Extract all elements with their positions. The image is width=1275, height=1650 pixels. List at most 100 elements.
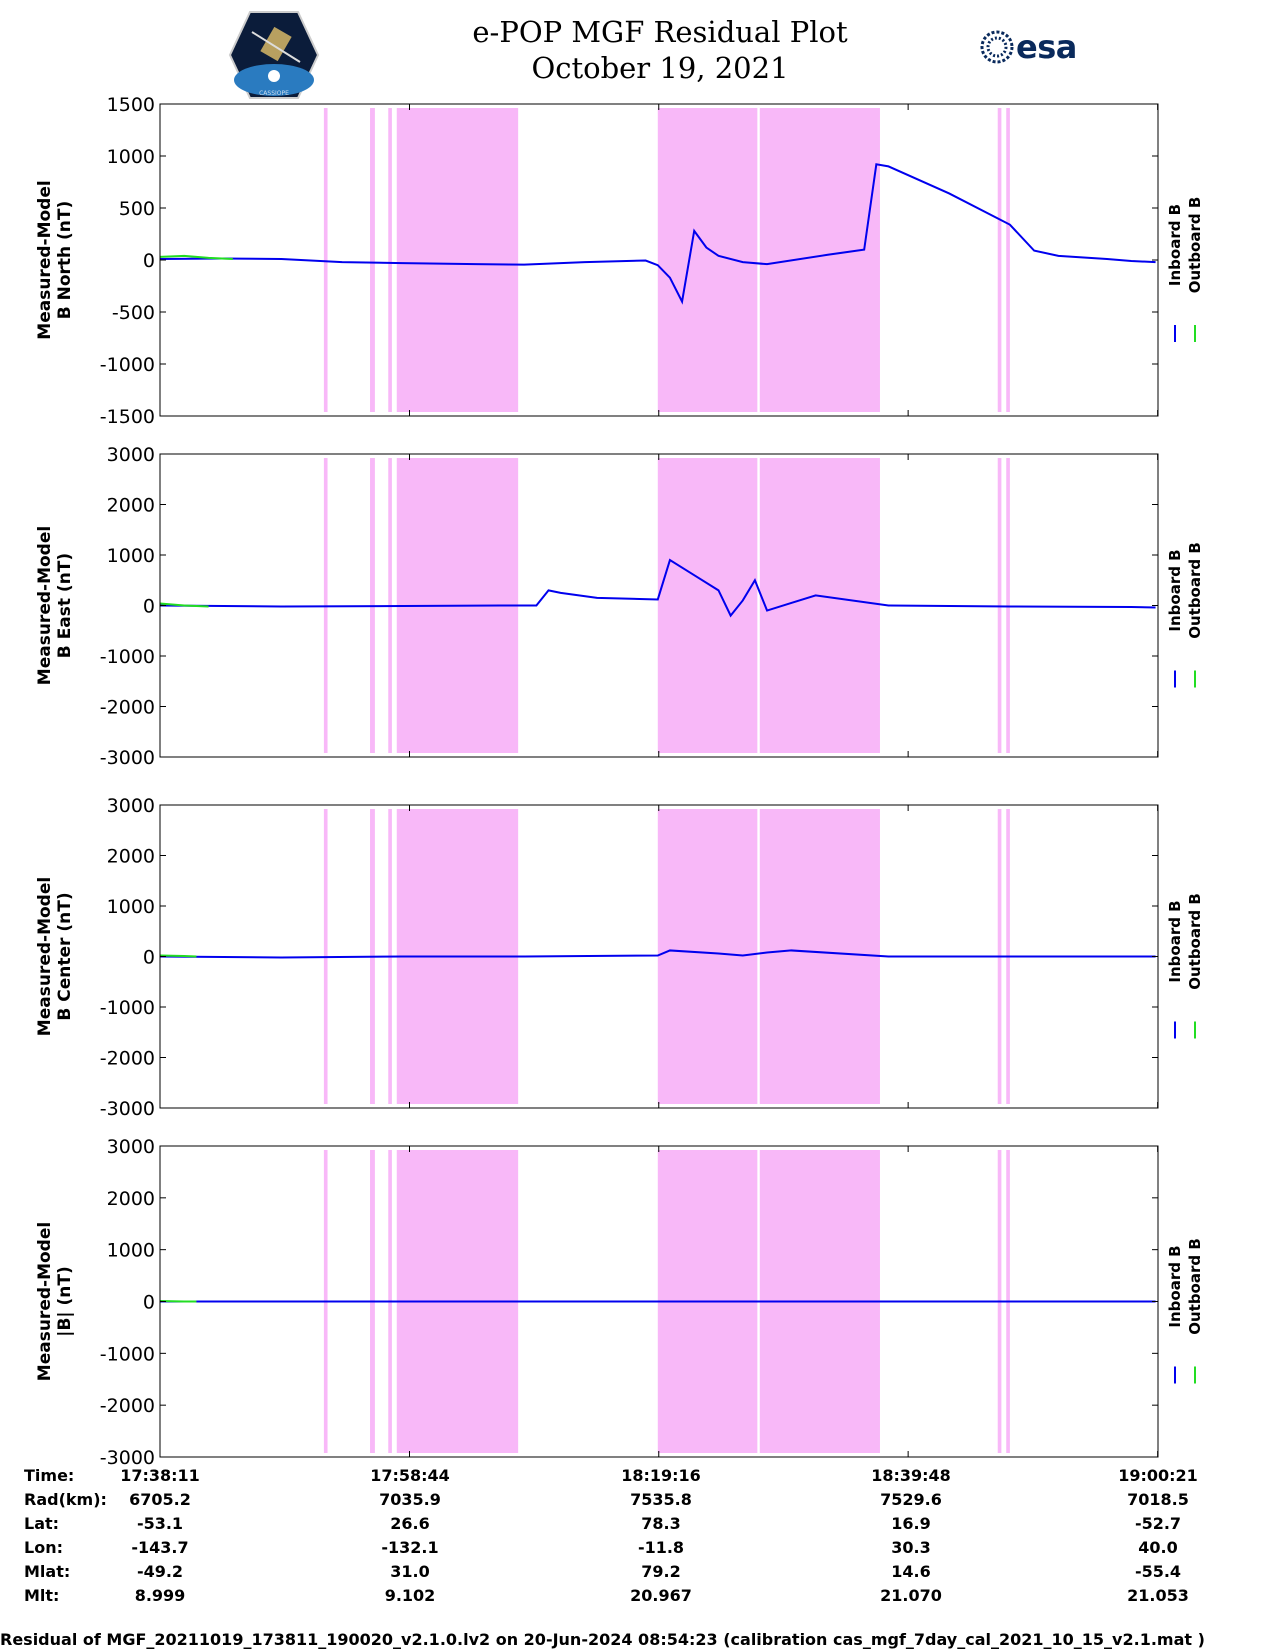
shaded-interval <box>370 108 375 412</box>
ephemeris-value: 21.070 <box>880 1586 942 1605</box>
series-line-inboard-b <box>159 558 1156 618</box>
ephemeris-row-label: Mlt: <box>24 1586 60 1605</box>
ephemeris-value: 19:00:21 <box>1118 1466 1198 1485</box>
chart-title: e-POP MGF Residual Plot October 19, 2021 <box>330 14 990 86</box>
ephemeris-value: 7035.9 <box>379 1490 441 1509</box>
y-tick-label: -2000 <box>100 697 155 719</box>
ephemeris-row: Mlat: -49.2 31.0 79.2 14.6 -55.4 <box>0 1562 1275 1586</box>
ephemeris-value: -132.1 <box>381 1538 439 1557</box>
y-tick-label: -1000 <box>100 997 155 1019</box>
ephemeris-value: 17:38:11 <box>120 1466 200 1485</box>
ephemeris-value: 18:19:16 <box>621 1466 701 1485</box>
y-axis-label: Measured-Model <box>35 526 55 685</box>
ephemeris-row: Rad(km): 6705.2 7035.9 7535.8 7529.6 7018.5 <box>0 1490 1275 1514</box>
ephemeris-value: 17:58:44 <box>370 1466 450 1485</box>
title-line-1: e-POP MGF Residual Plot <box>472 15 848 49</box>
y-tick-label: 2000 <box>107 846 155 868</box>
shaded-interval <box>1006 108 1010 412</box>
y-axis-label: Measured-Model <box>35 877 55 1036</box>
shaded-interval <box>323 108 328 412</box>
shaded-interval <box>657 108 758 412</box>
ephemeris-value: 7018.5 <box>1127 1490 1189 1509</box>
y-axis-label: |B| (nT) <box>55 1266 75 1337</box>
y-tick-label: 0 <box>143 947 155 969</box>
y-tick-label: 1000 <box>107 1240 155 1262</box>
ephemeris-value: 8.999 <box>134 1586 186 1605</box>
ephemeris-value: 16.9 <box>891 1514 931 1533</box>
ephemeris-value: 30.3 <box>891 1538 931 1557</box>
shaded-interval <box>759 458 880 753</box>
ephemeris-value: 20.967 <box>630 1586 692 1605</box>
title-line-2: October 19, 2021 <box>531 51 789 85</box>
legend-label: Outboard B <box>1186 1238 1204 1335</box>
series-line-outboard-b <box>159 954 197 958</box>
y-tick-label: -2000 <box>100 1048 155 1070</box>
ephemeris-row-label: Lat: <box>24 1514 60 1533</box>
y-tick-label: -1500 <box>100 406 155 428</box>
y-tick-label: -3000 <box>100 1447 155 1466</box>
panel-3: 3000 2000 1000 0 -1000 -2000 -3000 Measured-Mod… <box>35 795 1204 1120</box>
ephemeris-value: -55.4 <box>1134 1562 1182 1581</box>
y-tick-label: 3000 <box>107 444 155 466</box>
footer-text: Residual of MGF_20211019_173811_190020_v… <box>0 1630 1205 1649</box>
ephemeris-value: 31.0 <box>390 1562 430 1581</box>
y-tick-label: 1000 <box>107 545 155 567</box>
legend-label: Inboard B <box>1166 204 1184 286</box>
y-tick-label: -2000 <box>100 1395 155 1417</box>
series-line-outboard-b <box>159 602 209 608</box>
ephemeris-value: 40.0 <box>1138 1538 1178 1557</box>
series-line-outboard-b <box>159 254 233 260</box>
shaded-interval <box>997 108 1002 412</box>
ephemeris-value: 21.053 <box>1127 1586 1189 1605</box>
shaded-interval <box>759 809 880 1104</box>
ephemeris-value: -11.8 <box>637 1538 685 1557</box>
series-line-outboard-b <box>159 1299 197 1303</box>
legend-label: Outboard B <box>1186 542 1204 639</box>
y-tick-label: 500 <box>119 198 155 220</box>
legend-label: Inboard B <box>1166 549 1184 631</box>
ephemeris-value: 7529.6 <box>880 1490 942 1509</box>
series-line-inboard-b <box>159 949 1156 959</box>
ephemeris-value: -52.7 <box>1134 1514 1182 1533</box>
shaded-interval <box>388 108 392 412</box>
cassiope-logo: CASSIOPE <box>228 11 320 99</box>
legend-label: Inboard B <box>1166 1245 1184 1327</box>
y-axis-label: B North (nT) <box>55 201 75 320</box>
ephemeris-value: 14.6 <box>891 1562 931 1581</box>
legend-label: Inboard B <box>1166 900 1184 982</box>
y-axis-label: Measured-Model <box>35 180 55 339</box>
ephemeris-row: Lat: -53.1 26.6 78.3 16.9 -52.7 <box>0 1514 1275 1538</box>
shaded-interval <box>397 108 519 412</box>
ephemeris-row: Mlt: 8.999 9.102 20.967 21.070 21.053 <box>0 1586 1275 1610</box>
ephemeris-table: Time: 17:38:11 17:58:44 18:19:16 18:39:48 19:… <box>0 1466 1275 1616</box>
shaded-interval <box>759 108 880 412</box>
ephemeris-row-label: Rad(km): <box>24 1490 107 1509</box>
ephemeris-row: Lon: -143.7 -132.1 -11.8 30.3 40.0 <box>0 1538 1275 1562</box>
y-tick-label: -1000 <box>100 354 155 376</box>
y-tick-label: 2000 <box>107 495 155 517</box>
y-axis-label: Measured-Model <box>35 1222 55 1381</box>
ephemeris-value: -143.7 <box>131 1538 189 1557</box>
y-tick-label: 3000 <box>107 795 155 817</box>
ephemeris-row: Time: 17:38:11 17:58:44 18:19:16 18:39:48 19:… <box>0 1466 1275 1490</box>
y-tick-label: -1000 <box>100 646 155 668</box>
y-axis-label: B Center (nT) <box>55 892 75 1020</box>
shaded-interval <box>657 458 758 753</box>
ephemeris-value: -49.2 <box>136 1562 184 1581</box>
ephemeris-value: 7535.8 <box>630 1490 692 1509</box>
ephemeris-value: 26.6 <box>390 1514 430 1533</box>
y-tick-label: 0 <box>143 1292 155 1314</box>
panel-1: 1500 1000 500 0 -500 -1000 -1500 Measured-Model… <box>35 94 1204 428</box>
y-tick-label: 3000 <box>107 1136 155 1158</box>
y-tick-label: -500 <box>112 302 155 324</box>
legend-label: Outboard B <box>1186 197 1204 294</box>
series-line-inboard-b <box>159 163 1156 305</box>
esa-logo-icon <box>980 30 1014 64</box>
y-tick-label: 1500 <box>107 94 155 116</box>
y-tick-label: -1000 <box>100 1343 155 1365</box>
cassiope-logo-text: CASSIOPE <box>259 90 289 97</box>
shaded-interval <box>657 809 758 1104</box>
y-tick-label: 2000 <box>107 1188 155 1210</box>
ephemeris-value: 9.102 <box>384 1586 436 1605</box>
legend-label: Outboard B <box>1186 893 1204 990</box>
